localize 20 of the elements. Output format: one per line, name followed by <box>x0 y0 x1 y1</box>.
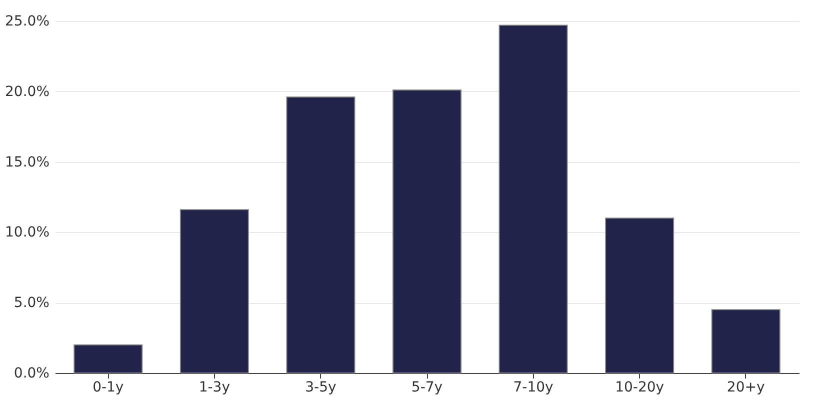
bar <box>498 24 568 374</box>
x-tick-label: 5-7y <box>411 380 443 396</box>
x-tick-label: 7-10y <box>513 380 554 396</box>
y-tick-label: 25.0% <box>5 14 50 30</box>
x-tick-label: 20+y <box>726 380 765 396</box>
bar <box>711 309 780 374</box>
bar <box>392 89 462 374</box>
bar <box>605 218 674 374</box>
y-tick-label: 0.0% <box>14 366 50 382</box>
bar <box>286 96 356 374</box>
x-tick-label: 10-20y <box>615 380 664 396</box>
x-tick-label: 3-5y <box>305 380 336 396</box>
x-tick-label: 1-3y <box>198 380 230 396</box>
x-tick-label: 0-1y <box>92 380 124 396</box>
bar <box>180 209 249 374</box>
y-tick-label: 15.0% <box>5 154 50 170</box>
y-tick-label: 5.0% <box>14 295 50 312</box>
y-tick-label: 20.0% <box>5 84 50 100</box>
bar <box>74 344 143 374</box>
y-tick-label: 10.0% <box>5 224 50 241</box>
